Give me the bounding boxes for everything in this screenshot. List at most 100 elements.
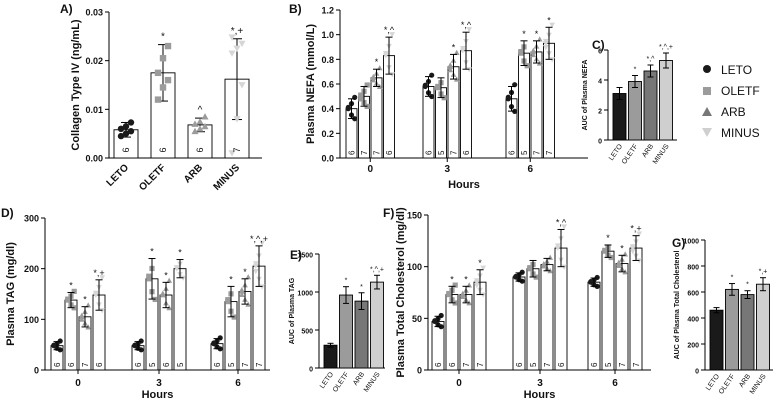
legend-label-arb: ARB <box>721 105 746 119</box>
y-tick-label: 1000 <box>297 291 313 298</box>
bar <box>587 281 601 371</box>
data-point <box>370 73 377 80</box>
data-point <box>238 291 245 298</box>
bar <box>512 276 526 371</box>
bar <box>526 268 540 371</box>
data-point <box>228 50 236 57</box>
significance-marker: * <box>620 243 624 253</box>
data-point <box>164 42 172 50</box>
data-point <box>389 72 396 78</box>
y-tick-label: 400 <box>687 317 699 324</box>
x-tick-label: 0 <box>456 378 462 389</box>
x-tick-label: 0 <box>75 378 81 389</box>
n-label: 7 <box>360 150 369 155</box>
n-label: 6 <box>434 362 443 367</box>
significance-marker: * <box>450 274 454 284</box>
x-tick-label: MINUS <box>363 371 382 394</box>
data-point <box>542 45 549 51</box>
y-tick-label: 6 <box>598 49 602 56</box>
data-point <box>447 62 454 68</box>
significance-marker: * <box>164 270 168 280</box>
y-tick-label: 2 <box>598 109 602 116</box>
data-point <box>217 335 223 341</box>
data-point <box>146 273 152 279</box>
data-point <box>588 279 594 285</box>
x-tick-label: MINUS <box>212 162 243 193</box>
bar <box>740 294 755 371</box>
bar <box>445 294 459 371</box>
n-label: 7 <box>632 362 641 367</box>
n-label: 6 <box>121 147 131 152</box>
n-label: 7 <box>533 150 542 155</box>
bar <box>725 288 739 371</box>
data-point <box>127 119 135 126</box>
significance-marker: * <box>535 29 539 39</box>
y-tick-label: 0 <box>417 366 422 376</box>
significance-marker: * <box>243 267 247 277</box>
n-label: 6 <box>385 150 394 155</box>
bar <box>354 300 369 369</box>
bar <box>323 344 338 369</box>
data-point <box>191 120 199 127</box>
data-point <box>435 83 441 90</box>
n-label: 6 <box>348 150 357 155</box>
legend-label-leto: LETO <box>721 63 752 77</box>
n-label: 6 <box>462 150 471 155</box>
significance-marker: *,+ <box>93 268 104 278</box>
data-point <box>513 273 519 280</box>
data-point <box>225 297 231 303</box>
panel-label: D) <box>1 206 14 220</box>
data-point <box>459 290 466 296</box>
data-point <box>446 290 452 297</box>
data-point <box>122 130 130 137</box>
data-point <box>615 259 622 265</box>
data-point <box>238 82 246 89</box>
n-label: 6 <box>590 362 599 367</box>
bar <box>643 70 658 141</box>
data-point <box>527 265 533 271</box>
n-label: 6 <box>515 362 524 367</box>
significance-marker: *,^ <box>647 56 656 63</box>
n-label: 7 <box>241 362 250 367</box>
n-label: 7 <box>545 150 554 155</box>
data-point <box>629 248 636 255</box>
n-label: 6 <box>195 147 205 152</box>
n-label: 6 <box>162 362 171 367</box>
bar <box>709 309 724 371</box>
data-point <box>345 104 351 111</box>
data-point <box>259 240 266 246</box>
significance-marker: *,+ <box>630 224 641 234</box>
significance-marker: * <box>452 42 456 52</box>
n-label: 6 <box>158 147 168 152</box>
y-tick-label: 0.6 <box>321 80 334 90</box>
y-tick-label: 1.2 <box>321 6 334 16</box>
data-point <box>364 82 370 88</box>
n-label: 5 <box>227 362 236 367</box>
bar <box>370 77 383 159</box>
legend-label-oletf: OLETF <box>721 84 760 98</box>
legend-marker-oletf <box>703 87 711 95</box>
data-point <box>370 77 377 83</box>
y-tick-label: 1.0 <box>321 30 334 40</box>
bar <box>459 294 473 371</box>
data-point <box>99 308 106 314</box>
x-tick-label: OLETF <box>332 371 351 393</box>
significance-marker: * <box>478 258 482 268</box>
y-tick-label: 1000 <box>683 239 699 246</box>
data-point <box>473 278 480 284</box>
n-label: 7 <box>373 150 382 155</box>
legend-label-minus: MINUS <box>721 126 760 140</box>
significance-marker: * <box>69 280 73 290</box>
y-axis-label: Plasma TAG (mg/dl) <box>5 242 17 346</box>
data-point <box>92 290 99 296</box>
x-tick-label: 3 <box>156 378 162 389</box>
data-point <box>252 268 259 275</box>
bar <box>756 283 770 371</box>
data-point <box>99 275 106 281</box>
significance-marker: *,+ <box>759 269 768 276</box>
n-label: 5 <box>529 362 538 367</box>
x-tick-label: ARB <box>182 162 205 185</box>
